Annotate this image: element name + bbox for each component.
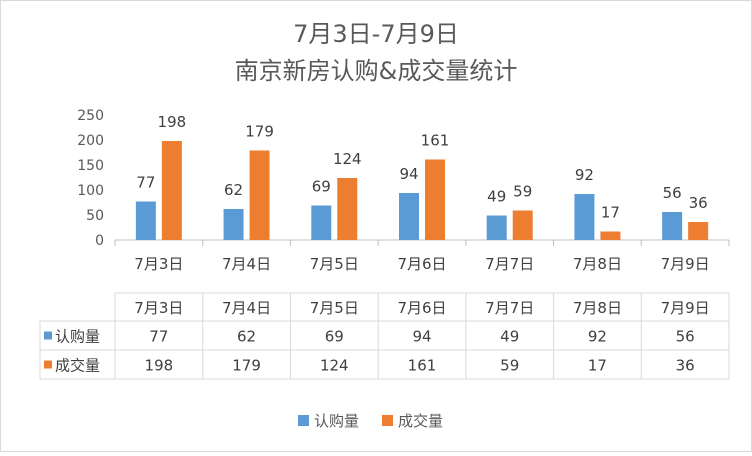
data-label-deal-2: 124: [333, 150, 362, 168]
table-cell-1-2: 124: [320, 357, 349, 375]
table-cell-1-4: 59: [500, 357, 519, 375]
y-tick-label-5: 250: [77, 108, 104, 124]
x-tick-label-1: 7月4日: [222, 255, 271, 273]
table-cell-0-6: 56: [676, 328, 695, 346]
legend: 认购量 成交量: [298, 412, 443, 430]
data-label-deal-1: 179: [245, 123, 274, 141]
table-series-name-0: 认购量: [55, 328, 100, 346]
table-cell-1-5: 17: [588, 357, 607, 375]
table-cell-0-1: 62: [237, 328, 256, 346]
y-tick-label-3: 150: [77, 158, 104, 174]
chart-title-line1: 7月3日-7月9日: [293, 20, 459, 48]
data-label-subscription-2: 69: [312, 178, 331, 196]
table-cell-0-0: 77: [149, 328, 168, 346]
bar-deal-2: [337, 178, 358, 240]
bar-deal-0: [161, 141, 182, 240]
table-series-name-1: 成交量: [55, 357, 100, 375]
data-label-subscription-4: 49: [487, 188, 506, 206]
table-cell-1-0: 198: [145, 357, 174, 375]
table-cell-0-3: 94: [412, 328, 431, 346]
x-tick-label-2: 7月5日: [310, 255, 359, 273]
bar-subscription-6: [662, 212, 683, 240]
x-tick-label-0: 7月3日: [134, 255, 183, 273]
bar-deal-6: [688, 222, 709, 240]
data-label-deal-5: 17: [601, 204, 620, 222]
data-label-subscription-1: 62: [224, 181, 243, 199]
bar-subscription-0: [135, 201, 156, 240]
table-header-0: 7月3日: [134, 299, 183, 317]
y-tick-label-1: 50: [86, 208, 104, 224]
bar-subscription-3: [399, 193, 419, 240]
y-tick-label-2: 100: [77, 183, 104, 199]
data-label-deal-0: 198: [158, 113, 187, 131]
data-label-subscription-0: 77: [136, 174, 155, 192]
chart-title-line2: 南京新房认购&成交量统计: [235, 57, 518, 85]
table-header-4: 7月7日: [485, 299, 534, 317]
table-header-3: 7月6日: [397, 299, 446, 317]
bar-subscription-5: [574, 194, 595, 240]
x-tick-label-6: 7月9日: [661, 255, 710, 273]
bar-deal-4: [512, 210, 533, 240]
data-label-subscription-3: 94: [399, 165, 418, 183]
table-series-key-0: [44, 331, 52, 340]
table-cell-0-4: 49: [500, 328, 519, 346]
table-cell-1-3: 161: [408, 357, 437, 375]
data-label-deal-3: 161: [421, 132, 450, 150]
x-tick-label-5: 7月8日: [573, 255, 622, 273]
data-label-subscription-5: 92: [575, 166, 594, 184]
table-header-5: 7月8日: [573, 299, 622, 317]
bar-subscription-1: [223, 209, 244, 240]
y-tick-label-4: 200: [77, 133, 104, 149]
bar-subscription-4: [486, 215, 507, 240]
table-cell-0-5: 92: [588, 328, 607, 346]
bar-deal-3: [425, 159, 445, 240]
y-tick-label-0: 0: [95, 233, 104, 249]
table-header-2: 7月5日: [310, 299, 359, 317]
bar-deal-1: [249, 150, 270, 240]
table-cell-0-2: 69: [325, 328, 344, 346]
table-header-1: 7月4日: [222, 299, 271, 317]
table-header-6: 7月9日: [661, 299, 710, 317]
legend-swatch-1: [382, 415, 393, 426]
legend-label-1: 成交量: [398, 412, 443, 430]
legend-label-0: 认购量: [314, 412, 359, 430]
x-tick-label-4: 7月7日: [485, 255, 534, 273]
bar-deal-5: [600, 231, 621, 240]
table-series-key-1: [44, 360, 52, 369]
data-label-subscription-6: 56: [663, 184, 682, 202]
data-label-deal-4: 59: [513, 183, 532, 201]
data-label-deal-6: 36: [689, 194, 708, 212]
table-cell-1-6: 36: [676, 357, 695, 375]
legend-swatch-0: [298, 415, 309, 426]
table-cell-1-1: 179: [232, 357, 261, 375]
x-tick-label-3: 7月6日: [397, 255, 446, 273]
bar-subscription-2: [311, 205, 332, 240]
